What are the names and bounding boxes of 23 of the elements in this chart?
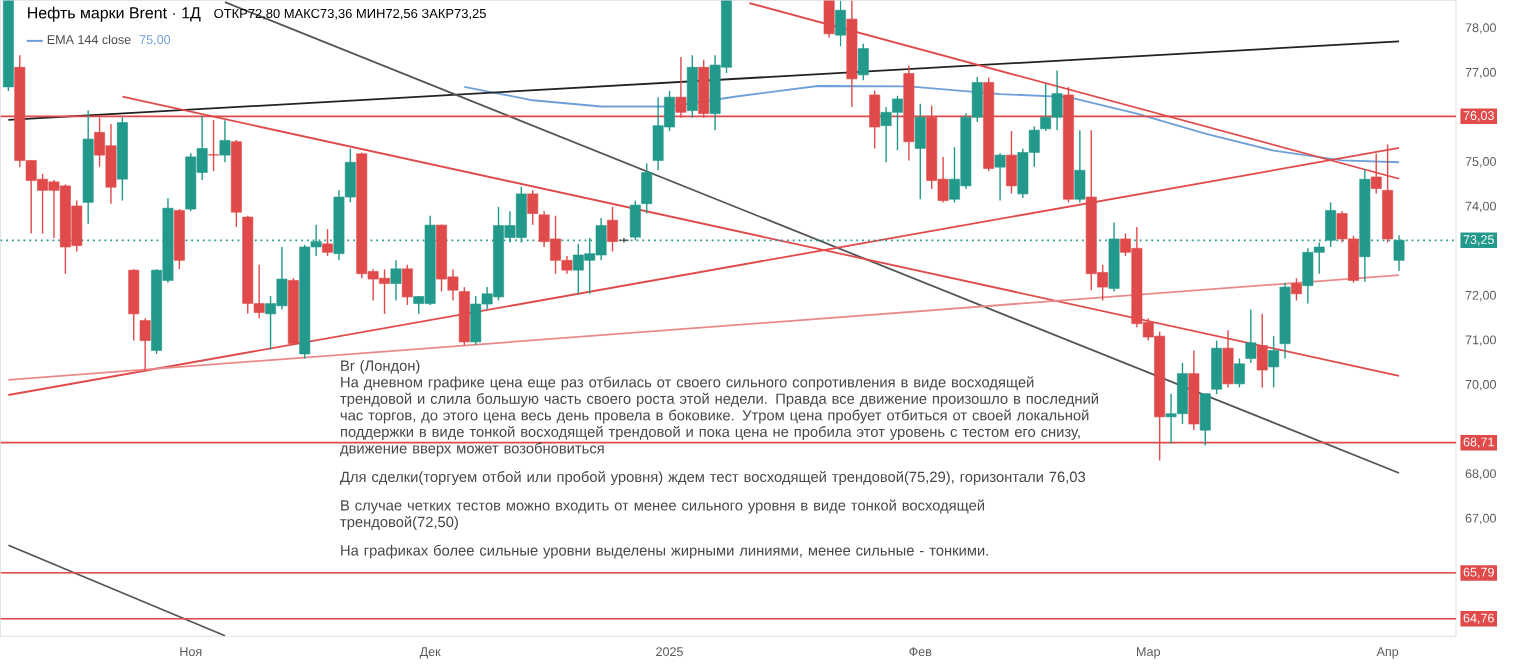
candlestick	[1245, 308, 1257, 364]
candlestick	[1291, 277, 1302, 302]
candlestick	[1006, 130, 1017, 195]
candlestick	[607, 206, 618, 253]
candlestick	[914, 103, 926, 200]
candlestick	[128, 268, 140, 342]
candlestick	[1268, 335, 1280, 389]
candlestick	[1074, 129, 1086, 203]
candlestick	[641, 162, 653, 215]
candlestick	[686, 54, 698, 119]
candlestick	[322, 228, 333, 257]
candlestick	[835, 0, 846, 47]
candlestick	[857, 42, 869, 81]
candlestick	[1211, 339, 1223, 395]
candlestick	[994, 152, 1006, 202]
candlestick	[618, 237, 630, 244]
candlestick	[401, 264, 413, 306]
candlestick	[390, 259, 402, 302]
candlestick	[1199, 392, 1211, 446]
candlestick	[219, 119, 231, 163]
candlestick	[1234, 357, 1245, 389]
line-series	[463, 85, 1400, 164]
candlestick	[139, 317, 151, 372]
